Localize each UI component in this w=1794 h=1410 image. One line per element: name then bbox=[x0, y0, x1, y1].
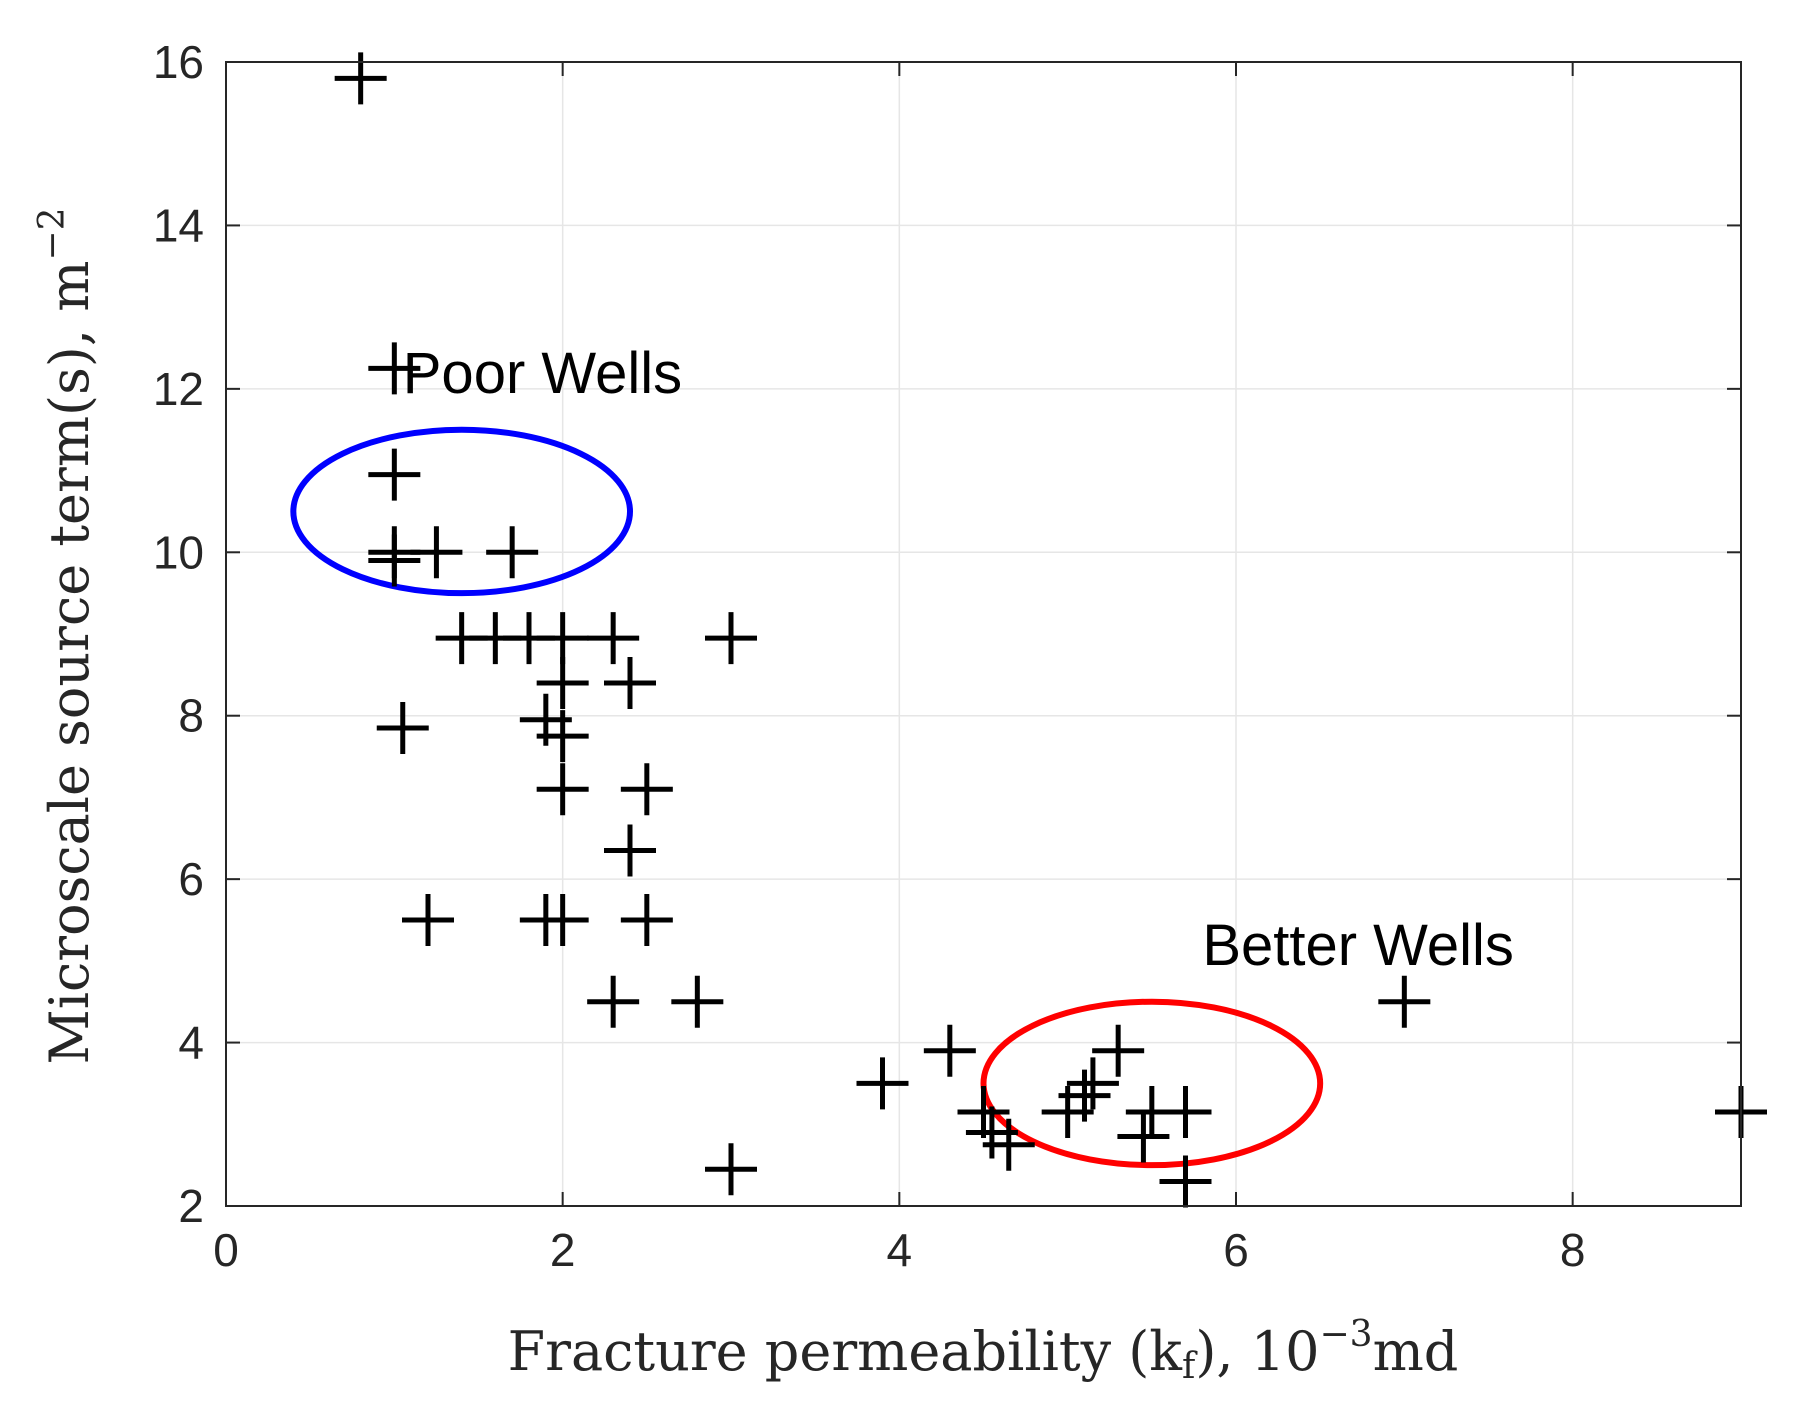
better-wells-label: Better Wells bbox=[1202, 913, 1514, 978]
x-tick-label: 6 bbox=[1223, 1224, 1249, 1276]
better-wells-ellipse bbox=[980, 998, 1324, 1169]
y-tick-label: 2 bbox=[178, 1180, 204, 1232]
scatter-point bbox=[587, 612, 640, 665]
scatter-point bbox=[1159, 1086, 1212, 1139]
scatter-point bbox=[368, 534, 421, 587]
y-tick-label: 10 bbox=[153, 526, 204, 578]
scatter-point bbox=[1117, 1110, 1170, 1163]
scatter-point bbox=[1159, 1155, 1212, 1208]
scatter-point bbox=[1058, 1069, 1111, 1122]
scatter-point bbox=[587, 975, 640, 1028]
y-axis-label: Microscale source term(s), m−2 bbox=[32, 208, 101, 1065]
x-tick-label: 0 bbox=[213, 1224, 239, 1276]
scatter-point bbox=[705, 1143, 757, 1196]
y-tick-label: 6 bbox=[178, 853, 204, 905]
scatter-point bbox=[982, 1118, 1035, 1171]
data-points bbox=[334, 52, 1767, 1208]
scatter-point bbox=[604, 657, 656, 710]
scatter-point bbox=[536, 763, 589, 816]
scatter-point bbox=[536, 612, 589, 665]
x-tick-label: 4 bbox=[887, 1224, 913, 1276]
highlight-ellipses bbox=[290, 426, 1324, 1169]
scatter-point bbox=[536, 657, 589, 710]
scatter-point bbox=[410, 526, 463, 579]
scatter-point bbox=[856, 1057, 909, 1110]
y-tick-label: 4 bbox=[178, 1017, 204, 1069]
y-tick-label: 14 bbox=[153, 199, 204, 251]
scatter-point bbox=[923, 1024, 976, 1077]
scatter-point bbox=[1066, 1057, 1119, 1110]
scatter-point bbox=[402, 894, 454, 946]
poor-wells-label: Poor Wells bbox=[403, 341, 682, 406]
y-tick-label: 12 bbox=[153, 363, 204, 415]
scatter-point bbox=[368, 342, 421, 395]
poor-wells-ellipse bbox=[290, 426, 633, 597]
scatter-point bbox=[368, 448, 421, 501]
scatter-point bbox=[1092, 1024, 1145, 1077]
annotations: Poor Wells Better Wells bbox=[403, 341, 1514, 978]
scatter-point bbox=[957, 1086, 1010, 1139]
scatter-point bbox=[671, 975, 724, 1028]
scatter-point bbox=[536, 710, 589, 763]
scatter-point bbox=[536, 894, 589, 946]
x-tick-label: 8 bbox=[1560, 1224, 1586, 1276]
scatter-point bbox=[376, 701, 429, 754]
y-tick-label: 16 bbox=[153, 36, 204, 88]
scatter-point bbox=[1378, 975, 1431, 1028]
scatter-point bbox=[620, 763, 673, 816]
scatter-point bbox=[486, 526, 539, 579]
y-tick-label: 8 bbox=[178, 690, 204, 742]
plot-frame bbox=[225, 61, 1742, 1207]
scatter-point bbox=[620, 894, 673, 946]
x-axis-label: Fracture permeability (kf), 10−3md bbox=[508, 1314, 1459, 1387]
x-tick-label: 2 bbox=[550, 1224, 576, 1276]
scatter-point bbox=[705, 612, 757, 665]
scatter-point bbox=[604, 824, 656, 877]
